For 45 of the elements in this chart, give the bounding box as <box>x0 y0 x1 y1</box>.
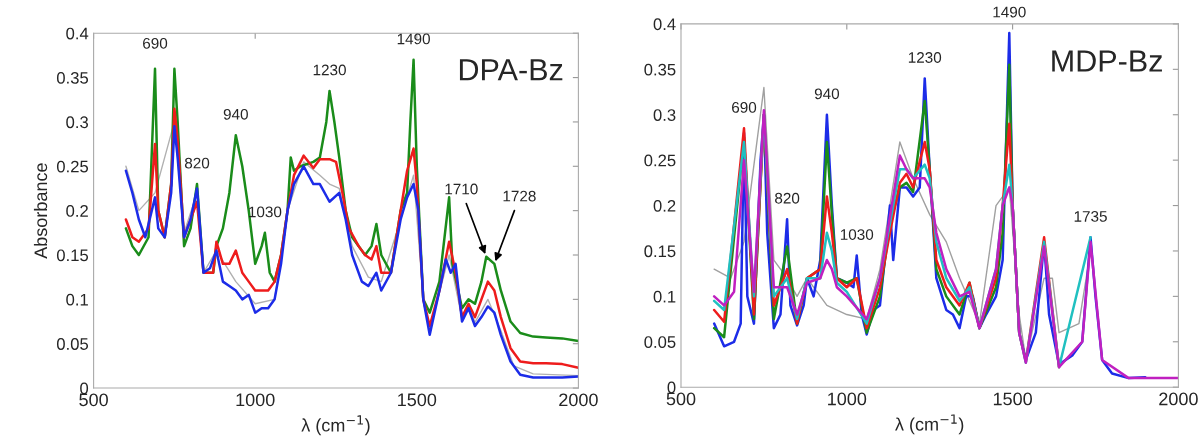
y-tick-label: 0.3 <box>66 116 89 129</box>
annotation: 690 <box>732 102 757 113</box>
annotation: 820 <box>184 157 210 169</box>
annotation: 1490 <box>397 33 430 45</box>
x-axis-title: λ (cm$^{−1}$) <box>895 414 964 435</box>
x-axis-title: λ (cm$^{−1}$) <box>301 415 370 436</box>
y-tick-label: 0.15 <box>644 245 676 258</box>
y-tick-label: 0.1 <box>653 290 676 303</box>
annotation: 940 <box>223 108 248 120</box>
annotation: 1735 <box>1074 211 1107 222</box>
x-tick-label: 2000 <box>559 393 598 407</box>
y-tick-label: 0 <box>80 382 89 395</box>
annotation: 1230 <box>908 52 942 63</box>
annotation: 940 <box>814 88 840 100</box>
annotation: 1230 <box>313 64 346 76</box>
y-tick-label: 0.2 <box>653 199 676 212</box>
y-tick-label: 0.3 <box>653 109 676 121</box>
y-tick-label: 0.1 <box>66 293 88 306</box>
y-tick-label: 0.05 <box>56 338 89 350</box>
y-tick-label: 0.2 <box>66 205 88 217</box>
y-tick-label: 0.35 <box>644 63 676 76</box>
x-tick-label: 2000 <box>1159 392 1198 406</box>
y-tick-label: 0.4 <box>66 27 89 40</box>
annotation: 1728 <box>503 190 536 202</box>
y-tick-label: 0.25 <box>644 154 676 167</box>
annotation: 690 <box>143 37 168 49</box>
x-tick-label: 1000 <box>236 393 275 407</box>
annotation: 1030 <box>840 229 874 240</box>
annotation: 1710 <box>445 183 478 195</box>
x-tick-label: 1500 <box>993 392 1032 406</box>
text: MDP-Bz <box>1052 50 1162 72</box>
x-tick-label: 500 <box>666 392 696 406</box>
annotation: 820 <box>775 192 800 204</box>
y-tick-label: 0.05 <box>644 336 676 348</box>
y-tick-label: 0.4 <box>653 18 676 31</box>
x-tick-label: 500 <box>79 393 108 407</box>
x-tick-label: 1000 <box>828 392 867 406</box>
x-tick-label: 1500 <box>398 393 437 407</box>
y-tick-label: 0.35 <box>56 71 89 84</box>
text: DPA-Bz <box>459 59 563 81</box>
annotation: 1490 <box>993 6 1026 18</box>
y-axis-title: Absorbance <box>33 163 48 259</box>
y-tick-label: 0 <box>667 381 676 394</box>
y-tick-label: 0.15 <box>56 249 89 262</box>
y-tick-label: 0.25 <box>56 160 89 173</box>
